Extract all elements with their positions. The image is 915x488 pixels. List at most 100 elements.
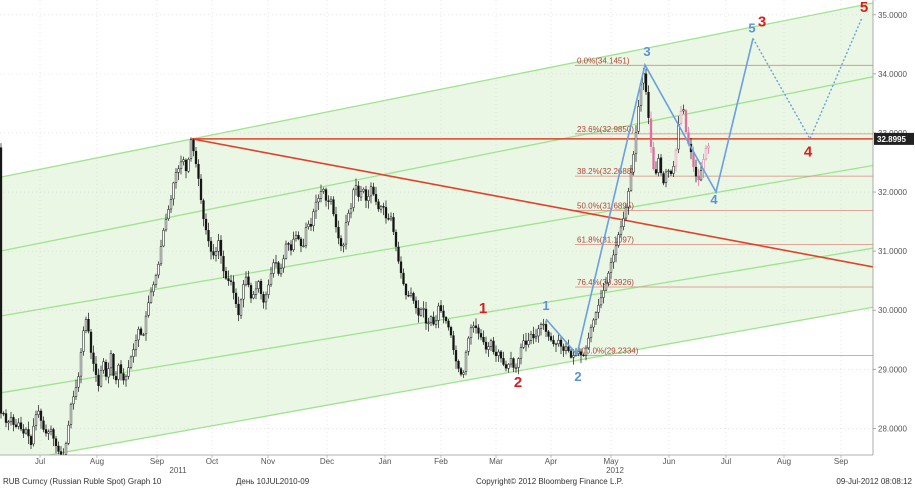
candle-body-194: [482, 337, 485, 343]
candle-body-20: [47, 431, 50, 434]
candle-body-273: [679, 111, 683, 124]
candle-body-91: [224, 270, 228, 279]
candle-body-88: [217, 240, 220, 252]
candle-body-4: [7, 421, 10, 424]
candle-body-175: [434, 320, 438, 325]
candle-body-211: [524, 340, 528, 345]
candle-body-74: [182, 159, 185, 162]
candle-body-27: [64, 443, 68, 455]
candle-body-135: [334, 214, 338, 228]
candle-body-264: [657, 158, 660, 173]
fib-level-label-4: 50.0%(31.6895): [577, 201, 634, 210]
candle-body-265: [659, 157, 663, 174]
fibonacci-levels: 0.0%(34.1451) 23.6%(32.9850) 38.2%(32.2688…: [575, 56, 873, 356]
candle-body-72: [177, 168, 180, 173]
candle-body-9: [19, 422, 23, 430]
x-tick-label-2: Aug: [90, 457, 104, 466]
x-tick-label-15: Sep: [834, 457, 849, 466]
wave-path-solid: [545, 38, 754, 357]
x-year-label-1: 2011: [169, 466, 187, 475]
candle-body-115: [284, 243, 288, 259]
candle-body-159: [394, 231, 398, 247]
candle-body-251: [624, 207, 628, 219]
candle-body-197: [489, 340, 493, 347]
candle-body-208: [517, 358, 520, 368]
candle-body-167: [414, 300, 418, 309]
candle-body-80: [197, 164, 200, 179]
candle-body-84: [207, 230, 210, 242]
candle-body-219: [544, 324, 548, 332]
candle-body-12: [27, 429, 30, 437]
candle-body-266: [662, 173, 665, 184]
candle-body-155: [384, 207, 388, 219]
candle-body-217: [539, 324, 543, 329]
candle-body-178: [442, 310, 445, 318]
wave-label-blue-4: 4: [710, 192, 718, 207]
candle-body-23: [54, 438, 58, 447]
candle-body-189: [469, 327, 473, 338]
x-tick-label-9: Mar: [489, 457, 503, 466]
candle-body-41: [99, 370, 103, 387]
x-tick-label-14: Aug: [777, 457, 791, 466]
candles: [0, 67, 710, 455]
candle-body-233: [579, 351, 583, 356]
candle-body-136: [337, 227, 340, 239]
channel-line-4: [0, 247, 873, 394]
candle-body-172: [427, 322, 430, 325]
candle-body-116: [287, 243, 290, 245]
candle-body-249: [619, 226, 623, 235]
y-tick-label-7: 34.0000: [878, 70, 907, 79]
wave-label-red-1: 1: [479, 300, 487, 317]
candle-body-259: [644, 73, 648, 92]
candle-body-51: [124, 376, 128, 381]
last-price-label: 32.8995: [877, 135, 906, 144]
candle-body-140: [347, 212, 350, 223]
candle-body-184: [457, 361, 460, 369]
candle-body-142: [352, 189, 355, 208]
candle-body-143: [354, 185, 358, 190]
wave-label-red-3: 3: [758, 14, 766, 31]
candle-body-248: [617, 234, 620, 246]
candle-body-224: [557, 339, 560, 345]
candle-body-39: [94, 363, 98, 375]
footer: RUB Curncy (Russian Ruble Spot) Graph 10…: [3, 477, 913, 486]
candle-body-67: [164, 218, 168, 231]
x-tick-label-7: Jan: [379, 457, 392, 466]
candle-body-278: [692, 152, 695, 167]
fib-level-label-6: 76.4%(30.3926): [577, 278, 634, 287]
candle-body-57: [139, 328, 143, 335]
candle-body-152: [377, 201, 380, 210]
candle-body-179: [444, 317, 448, 322]
x-year-label-2: 2012: [606, 466, 624, 475]
candle-body-96: [237, 303, 240, 316]
candle-body-202: [502, 358, 505, 365]
candle-body-244: [607, 272, 610, 284]
candle-body-284: [707, 145, 710, 149]
candle-body-176: [437, 305, 440, 321]
candle-body-44: [107, 368, 110, 378]
candle-body-226: [562, 346, 565, 351]
candle-body-37: [89, 331, 93, 353]
candle-body-43: [104, 361, 108, 377]
candle-body-263: [654, 169, 658, 174]
candle-body-24: [57, 445, 60, 452]
footer-period-label: День 10JUL2010-09: [236, 477, 310, 486]
candle-body-220: [547, 331, 550, 337]
candle-body-110: [272, 262, 275, 274]
candle-body-82: [202, 200, 205, 220]
wave-label-red-4: 4: [804, 144, 813, 161]
candle-body-141: [349, 208, 353, 214]
candle-body-14: [32, 425, 35, 445]
candle-body-153: [379, 206, 383, 210]
candle-body-193: [479, 333, 483, 338]
candle-body-66: [162, 230, 165, 247]
channel-lines: [0, 2, 873, 455]
candle-body-229: [569, 350, 573, 358]
x-tick-label-1: Jul: [35, 457, 45, 466]
candle-body-149: [369, 186, 373, 197]
candle-body-200: [497, 351, 500, 356]
candle-body-209: [519, 347, 523, 359]
candle-body-123: [304, 227, 308, 246]
candle-body-114: [282, 258, 285, 269]
